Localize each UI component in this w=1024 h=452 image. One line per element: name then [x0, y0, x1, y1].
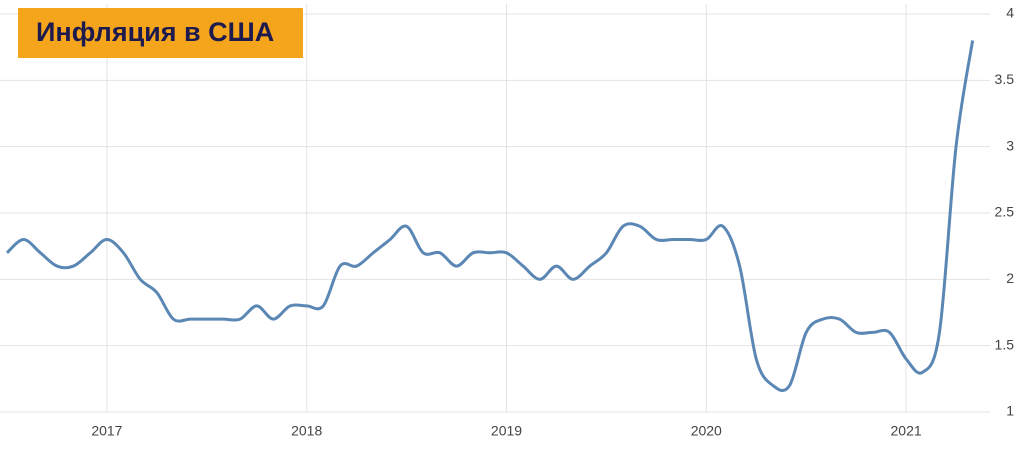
title-box	[18, 8, 303, 58]
x-tick-label: 2021	[891, 423, 922, 439]
x-tick-label: 2018	[291, 423, 322, 439]
y-tick-label: 2.5	[995, 204, 1015, 220]
y-tick-label: 1.5	[995, 336, 1015, 352]
x-tick-label: 2020	[691, 423, 722, 439]
chart-title: Инфляция в США	[36, 17, 274, 47]
x-tick-label: 2017	[91, 423, 122, 439]
y-tick-label: 1	[1006, 403, 1014, 419]
y-tick-label: 3	[1006, 137, 1014, 153]
x-tick-label: 2019	[491, 423, 522, 439]
y-tick-label: 3.5	[995, 71, 1015, 87]
y-tick-label: 4	[1006, 5, 1014, 21]
line-series	[5, 40, 975, 393]
y-tick-label: 2	[1006, 270, 1014, 286]
